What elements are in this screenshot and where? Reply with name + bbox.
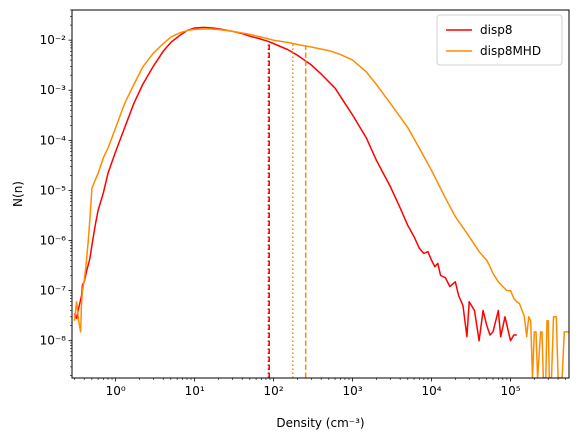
y-tick-label: 10⁻⁶ xyxy=(40,234,67,248)
axes-frame xyxy=(71,9,570,379)
legend: disp8 disp8MHD xyxy=(436,14,563,66)
x-axis: 10⁰ 10¹ 10² 10³ 10⁴ 10⁵ xyxy=(74,378,567,398)
y-axis-label: N(n) xyxy=(11,181,25,207)
legend-label: disp8 xyxy=(480,23,512,37)
vertical-lines xyxy=(267,41,307,378)
legend-box xyxy=(436,14,563,66)
y-axis: 10⁻⁸ 10⁻⁷ 10⁻⁶ 10⁻⁵ 10⁻⁴ 10⁻³ 10⁻² xyxy=(40,9,72,377)
y-tick-label: 10⁻⁷ xyxy=(40,284,67,298)
series-line-disp8 xyxy=(73,26,517,342)
legend-label: disp8MHD xyxy=(480,44,541,58)
x-axis-label: Density (cm⁻³) xyxy=(276,416,364,430)
x-tick-label: 10⁵ xyxy=(500,384,520,398)
series-line-disp8MHD xyxy=(73,28,569,378)
x-tick-label: 10⁰ xyxy=(106,384,126,398)
y-tick-label: 10⁻⁵ xyxy=(40,183,67,197)
y-tick-label: 10⁻³ xyxy=(40,83,67,97)
x-tick-label: 10⁴ xyxy=(422,384,442,398)
y-tick-label: 10⁻⁴ xyxy=(40,133,67,147)
plot-area xyxy=(71,9,570,379)
series-layer xyxy=(73,26,569,378)
x-tick-label: 10³ xyxy=(343,384,363,398)
x-tick-label: 10¹ xyxy=(185,384,205,398)
y-tick-label: 10⁻² xyxy=(40,33,67,47)
x-tick-label: 10² xyxy=(264,384,284,398)
y-tick-label: 10⁻⁸ xyxy=(40,334,67,348)
